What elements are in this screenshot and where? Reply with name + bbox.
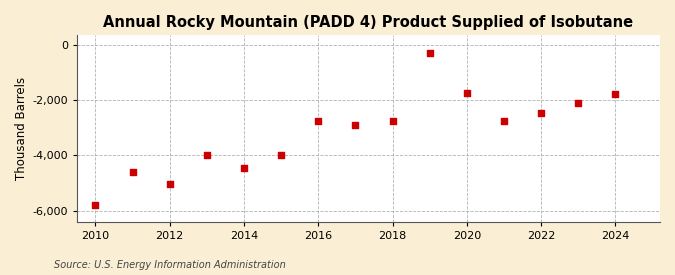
Point	[90, 203, 101, 207]
Point	[350, 123, 361, 127]
Point	[425, 51, 435, 55]
Title: Annual Rocky Mountain (PADD 4) Product Supplied of Isobutane: Annual Rocky Mountain (PADD 4) Product S…	[103, 15, 633, 30]
Point	[238, 166, 249, 170]
Point	[164, 182, 175, 187]
Y-axis label: Thousand Barrels: Thousand Barrels	[15, 77, 28, 180]
Point	[387, 119, 398, 123]
Point	[462, 91, 472, 95]
Point	[610, 92, 621, 96]
Point	[313, 119, 324, 123]
Point	[573, 101, 584, 105]
Point	[275, 153, 286, 158]
Point	[127, 170, 138, 174]
Point	[499, 119, 510, 123]
Point	[201, 153, 212, 158]
Text: Source: U.S. Energy Information Administration: Source: U.S. Energy Information Administ…	[54, 260, 286, 270]
Point	[536, 111, 547, 115]
